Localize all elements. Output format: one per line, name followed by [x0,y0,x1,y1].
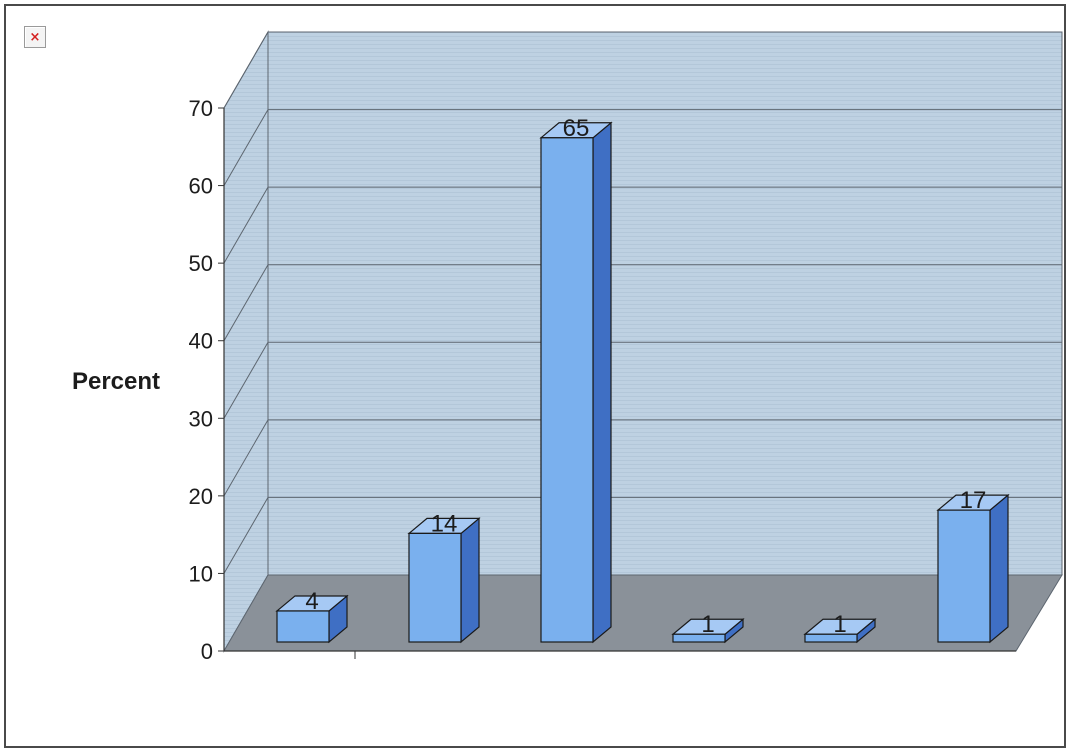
gridline-side [223,419,269,497]
data-label: 4 [305,588,318,615]
bar-front [672,633,726,643]
y-tick-label: 70 [189,96,213,121]
gridline-side [223,264,269,341]
y-tick-label: 10 [189,561,213,586]
data-label: 1 [701,611,714,638]
y-axis-label: Percent [72,368,160,395]
y-tick-label: 60 [189,174,213,199]
gridline-side [223,186,269,264]
bar [275,594,349,644]
data-label: 65 [563,115,590,142]
gridline-side [223,497,269,574]
side-wall [223,30,269,653]
bar-side [989,493,1009,644]
y-tick-labels: 0 10 20 30 40 50 60 70 [189,96,213,664]
gridline-side [223,109,269,186]
bar [407,517,481,644]
broken-image-icon: × [24,26,46,48]
y-tick-label: 30 [189,406,213,431]
data-label: 1 [833,611,846,638]
bar-front [408,532,462,643]
gridline-side [223,342,269,419]
y-tick-label: 20 [189,484,213,509]
bar-front [937,509,991,643]
bar-front [804,633,858,643]
data-label: 14 [431,510,458,537]
y-axis [218,107,1016,659]
data-label: 17 [960,487,987,514]
bar-side [592,121,612,644]
floor [223,574,1063,652]
bar [539,121,613,644]
gridlines [223,31,1062,574]
broken-image-glyph: × [29,29,41,45]
bar-front [540,137,594,643]
y-tick-label: 40 [189,329,213,354]
bar [936,493,1010,644]
bar [671,617,745,644]
back-wall [267,31,1063,576]
y-tick-label: 0 [201,639,213,664]
data-labels: 4 14 65 1 1 17 [305,115,986,638]
y-tick-label: 50 [189,251,213,276]
bars [275,121,1010,644]
bar-front [276,610,330,643]
gridline-side [223,31,269,109]
chart-walls [223,30,1063,653]
bar [803,617,877,644]
bar-side [460,517,480,644]
